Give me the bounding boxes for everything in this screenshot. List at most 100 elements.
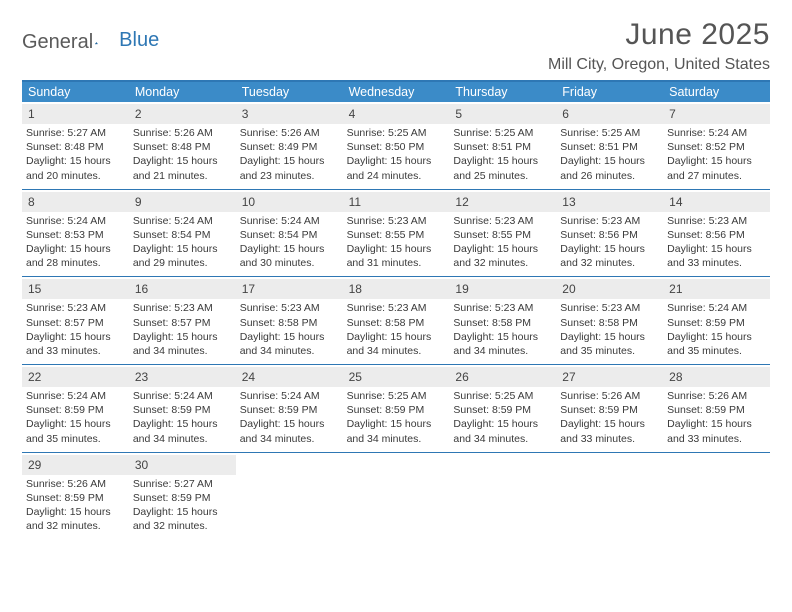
daylight-line: Daylight: 15 hours and 34 minutes. — [453, 417, 552, 445]
sunrise-line: Sunrise: 5:26 AM — [667, 389, 766, 403]
sunset-line: Sunset: 8:59 PM — [560, 403, 659, 417]
day-cell: 23Sunrise: 5:24 AMSunset: 8:59 PMDayligh… — [129, 365, 236, 452]
sunrise-line: Sunrise: 5:26 AM — [560, 389, 659, 403]
day-number-row: 11 — [343, 192, 450, 212]
day-number: 21 — [669, 282, 682, 296]
sunset-line: Sunset: 8:57 PM — [26, 316, 125, 330]
day-number-row: 9 — [129, 192, 236, 212]
calendar: SundayMondayTuesdayWednesdayThursdayFrid… — [22, 80, 770, 539]
sunset-line: Sunset: 8:58 PM — [560, 316, 659, 330]
sunrise-line: Sunrise: 5:23 AM — [347, 214, 446, 228]
daylight-line: Daylight: 15 hours and 33 minutes. — [667, 417, 766, 445]
day-number: 14 — [669, 195, 682, 209]
sunset-line: Sunset: 8:54 PM — [240, 228, 339, 242]
day-number-row: 16 — [129, 279, 236, 299]
day-number: 19 — [455, 282, 468, 296]
day-number-row: 7 — [663, 104, 770, 124]
day-number: 11 — [349, 195, 361, 209]
day-cell: 13Sunrise: 5:23 AMSunset: 8:56 PMDayligh… — [556, 190, 663, 277]
sunrise-line: Sunrise: 5:24 AM — [667, 126, 766, 140]
sunset-line: Sunset: 8:59 PM — [26, 491, 125, 505]
sunset-line: Sunset: 8:59 PM — [133, 491, 232, 505]
day-cell: 16Sunrise: 5:23 AMSunset: 8:57 PMDayligh… — [129, 277, 236, 364]
day-number: 7 — [669, 107, 676, 121]
logo-triangle-icon — [95, 35, 98, 51]
daylight-line: Daylight: 15 hours and 32 minutes. — [133, 505, 232, 533]
day-header-cell: Tuesday — [236, 82, 343, 102]
day-number: 1 — [28, 107, 35, 121]
day-number-row: 17 — [236, 279, 343, 299]
daylight-line: Daylight: 15 hours and 33 minutes. — [667, 242, 766, 270]
day-cell: 27 Sunrise: 5:26 AMSunset: 8:59 PMDayligh… — [556, 365, 663, 452]
daylight-line: Daylight: 15 hours and 34 minutes. — [133, 417, 232, 445]
sunrise-line: Sunrise: 5:23 AM — [453, 301, 552, 315]
sunset-line: Sunset: 8:52 PM — [667, 140, 766, 154]
day-number: 9 — [135, 195, 142, 209]
day-number: 28 — [669, 370, 682, 384]
sunrise-line: Sunrise: 5:25 AM — [453, 389, 552, 403]
week-row: 15Sunrise: 5:23 AMSunset: 8:57 PMDayligh… — [22, 277, 770, 365]
day-cell: 21Sunrise: 5:24 AMSunset: 8:59 PMDayligh… — [663, 277, 770, 364]
day-cell: 3Sunrise: 5:26 AMSunset: 8:49 PMDaylight… — [236, 102, 343, 189]
daylight-line: Daylight: 15 hours and 34 minutes. — [240, 330, 339, 358]
day-cell: 17Sunrise: 5:23 AMSunset: 8:58 PMDayligh… — [236, 277, 343, 364]
day-number: 10 — [242, 195, 255, 209]
day-number-row: 19 — [449, 279, 556, 299]
sunset-line: Sunset: 8:59 PM — [453, 403, 552, 417]
day-number-row: 29 — [22, 455, 129, 475]
day-cell: 1Sunrise: 5:27 AMSunset: 8:48 PMDaylight… — [22, 102, 129, 189]
day-header-row: SundayMondayTuesdayWednesdayThursdayFrid… — [22, 82, 770, 102]
sunrise-line: Sunrise: 5:23 AM — [560, 301, 659, 315]
sunset-line: Sunset: 8:57 PM — [133, 316, 232, 330]
sunrise-line: Sunrise: 5:25 AM — [347, 126, 446, 140]
sunrise-line: Sunrise: 5:23 AM — [453, 214, 552, 228]
sunrise-line: Sunrise: 5:25 AM — [453, 126, 552, 140]
day-cell: 14Sunrise: 5:23 AMSunset: 8:56 PMDayligh… — [663, 190, 770, 277]
daylight-line: Daylight: 15 hours and 35 minutes. — [560, 330, 659, 358]
day-cell: 26 Sunrise: 5:25 AMSunset: 8:59 PMDayligh… — [449, 365, 556, 452]
sunset-line: Sunset: 8:51 PM — [560, 140, 659, 154]
sunset-line: Sunset: 8:48 PM — [26, 140, 125, 154]
day-number: 16 — [135, 282, 148, 296]
day-cell: 7Sunrise: 5:24 AMSunset: 8:52 PMDaylight… — [663, 102, 770, 189]
week-row: 22Sunrise: 5:24 AMSunset: 8:59 PMDayligh… — [22, 365, 770, 453]
day-number: 30 — [135, 458, 148, 472]
day-header-cell: Friday — [556, 82, 663, 102]
daylight-line: Daylight: 15 hours and 25 minutes. — [453, 154, 552, 182]
day-header-cell: Saturday — [663, 82, 770, 102]
day-number-row: 24 — [236, 367, 343, 387]
day-number-row: 20 — [556, 279, 663, 299]
sunset-line: Sunset: 8:58 PM — [453, 316, 552, 330]
daylight-line: Daylight: 15 hours and 30 minutes. — [240, 242, 339, 270]
day-number: 18 — [349, 282, 362, 296]
day-number-row: 30 — [129, 455, 236, 475]
sunset-line: Sunset: 8:53 PM — [26, 228, 125, 242]
day-number-row: 15 — [22, 279, 129, 299]
sunrise-line: Sunrise: 5:23 AM — [133, 301, 232, 315]
sunrise-line: Sunrise: 5:25 AM — [560, 126, 659, 140]
day-number-row: 6 — [556, 104, 663, 124]
sunrise-line: Sunrise: 5:23 AM — [26, 301, 125, 315]
logo-text-general: General — [22, 31, 93, 54]
day-cell: 20 Sunrise: 5:23 AMSunset: 8:58 PMDayligh… — [556, 277, 663, 364]
week-row: 8Sunrise: 5:24 AMSunset: 8:53 PMDaylight… — [22, 190, 770, 278]
day-cell: 4Sunrise: 5:25 AMSunset: 8:50 PMDaylight… — [343, 102, 450, 189]
day-cell: 22Sunrise: 5:24 AMSunset: 8:59 PMDayligh… — [22, 365, 129, 452]
sunrise-line: Sunrise: 5:24 AM — [133, 214, 232, 228]
day-cell: 29Sunrise: 5:26 AMSunset: 8:59 PMDayligh… — [22, 453, 129, 540]
day-number: 27 — [562, 370, 575, 384]
day-cell: 2Sunrise: 5:26 AMSunset: 8:48 PMDaylight… — [129, 102, 236, 189]
day-number-row: 26 — [449, 367, 556, 387]
weeks-container: 1Sunrise: 5:27 AMSunset: 8:48 PMDaylight… — [22, 102, 770, 539]
day-number-row: 10 — [236, 192, 343, 212]
logo-text-blue: Blue — [119, 29, 159, 52]
day-number-row: 25 — [343, 367, 450, 387]
title-block: June 2025 Mill City, Oregon, United Stat… — [548, 18, 770, 74]
day-cell: 10Sunrise: 5:24 AMSunset: 8:54 PMDayligh… — [236, 190, 343, 277]
sunrise-line: Sunrise: 5:26 AM — [133, 126, 232, 140]
day-number: 12 — [455, 195, 468, 209]
daylight-line: Daylight: 15 hours and 33 minutes. — [560, 417, 659, 445]
day-number-row: 1 — [22, 104, 129, 124]
sunset-line: Sunset: 8:56 PM — [560, 228, 659, 242]
daylight-line: Daylight: 15 hours and 32 minutes. — [560, 242, 659, 270]
